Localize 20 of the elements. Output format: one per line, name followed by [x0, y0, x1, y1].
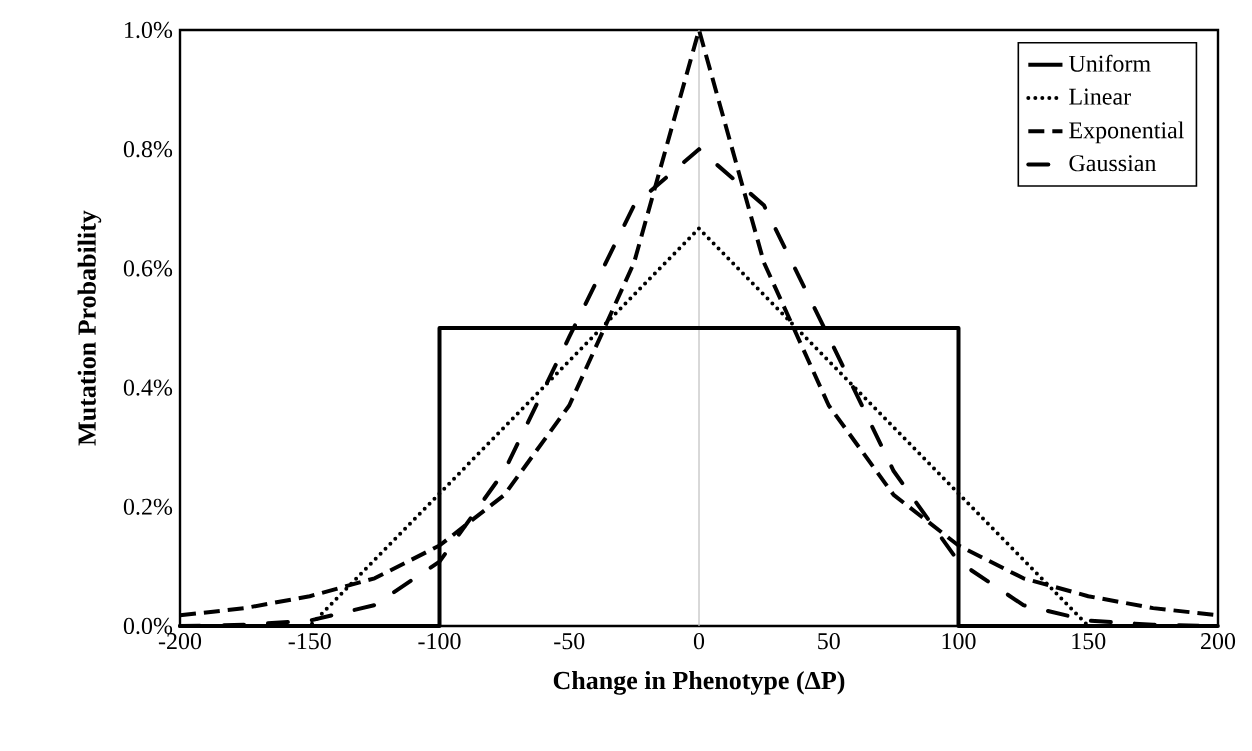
x-tick-label: 200: [1201, 633, 1236, 650]
x-tick-label: 100: [942, 633, 976, 650]
y-tick-label: 0.6%: [123, 260, 173, 277]
x-tick-label: -100: [418, 633, 461, 650]
y-axis-title: Mutation Probability: [77, 210, 102, 446]
x-tick-label: -50: [554, 633, 585, 650]
legend-label: Uniform: [1068, 54, 1151, 72]
legend-label: Gaussian: [1069, 155, 1157, 172]
y-tick-label: 1.0%: [125, 21, 173, 39]
x-axis-title: Change in Phenotype (ΔP): [553, 671, 845, 695]
x-tick-label: 0: [693, 633, 705, 650]
x-tick-label: 50: [818, 633, 840, 650]
legend-label: Exponential: [1069, 121, 1184, 144]
legend-label: Linear: [1069, 88, 1131, 105]
y-tick-label: 0.2%: [123, 498, 173, 515]
x-tick-label: -200: [158, 633, 202, 650]
y-tick-label: 0.8%: [123, 141, 173, 158]
x-tick-label: 150: [1072, 633, 1106, 650]
x-tick-label: -150: [288, 633, 331, 650]
y-tick-label: 0.4%: [123, 379, 173, 396]
